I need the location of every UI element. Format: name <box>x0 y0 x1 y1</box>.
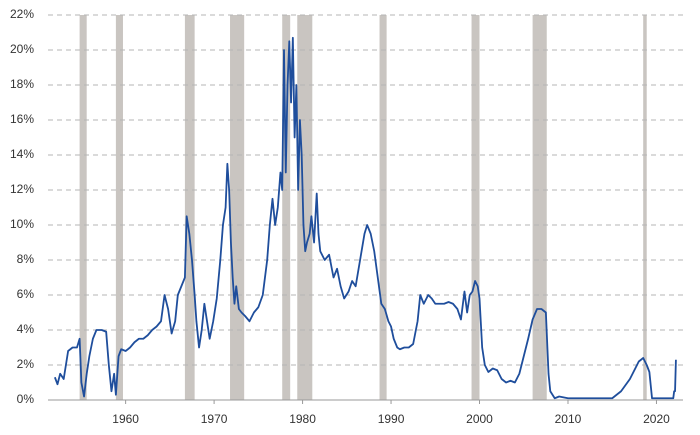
shaded-period <box>471 15 480 400</box>
shaded-period <box>79 15 87 400</box>
y-tick-label: 18% <box>10 77 34 91</box>
y-tick-label: 22% <box>10 7 34 21</box>
x-tick-label: 2000 <box>466 412 493 426</box>
shaded-period <box>230 15 245 400</box>
y-tick-label: 4% <box>17 322 35 336</box>
x-tick-label: 2010 <box>555 412 582 426</box>
x-tick-label: 2020 <box>643 412 670 426</box>
shaded-period <box>282 15 291 400</box>
shaded-period <box>297 15 313 400</box>
x-tick-label: 1970 <box>201 412 228 426</box>
shaded-period <box>115 15 123 400</box>
y-tick-label: 2% <box>17 357 35 371</box>
shaded-period <box>532 15 547 400</box>
y-tick-label: 12% <box>10 182 34 196</box>
shaded-period <box>184 15 195 400</box>
x-tick-label: 1960 <box>112 412 139 426</box>
y-tick-label: 16% <box>10 112 34 126</box>
y-tick-label: 14% <box>10 147 34 161</box>
y-tick-label: 8% <box>17 252 35 266</box>
rate-line <box>54 36 677 400</box>
shaded-period <box>643 15 647 400</box>
shaded-period <box>379 15 387 400</box>
y-tick-label: 0% <box>17 392 35 406</box>
x-tick-label: 1980 <box>289 412 316 426</box>
y-tick-label: 10% <box>10 217 34 231</box>
y-tick-label: 20% <box>10 42 34 56</box>
y-tick-label: 6% <box>17 287 35 301</box>
x-tick-label: 1990 <box>378 412 405 426</box>
